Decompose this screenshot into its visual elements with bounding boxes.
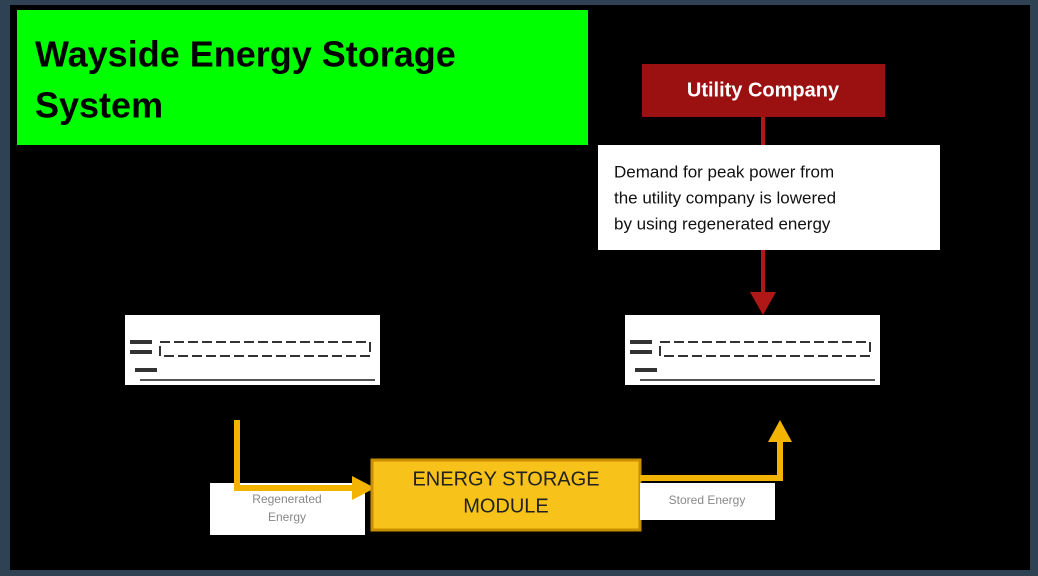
train (125, 315, 380, 385)
note-line: by using regenerated energy (614, 214, 831, 233)
title-line: Wayside Energy Storage (35, 34, 456, 75)
stored-label: Stored Energy (669, 493, 746, 507)
note-line: Demand for peak power from (614, 162, 834, 181)
module-label: ENERGY STORAGE (412, 468, 599, 490)
module-label: MODULE (463, 495, 549, 517)
utility-label: Utility Company (687, 79, 840, 101)
train (625, 315, 880, 385)
regenerated-label: Regenerated (252, 492, 321, 506)
regenerated-label: Energy (268, 510, 306, 524)
note-line: the utility company is lowered (614, 188, 836, 207)
title-line: System (35, 85, 163, 126)
diagram: Wayside Energy Storage System Utility Co… (0, 0, 1038, 576)
